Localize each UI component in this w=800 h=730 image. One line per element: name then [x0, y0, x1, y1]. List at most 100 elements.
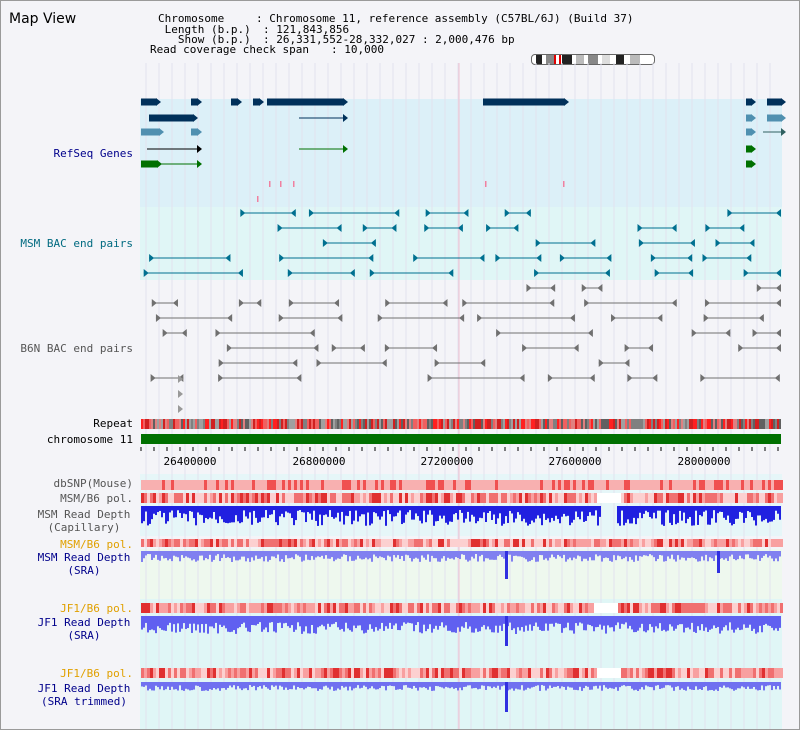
polymorphism-cell: [549, 668, 552, 678]
polymorphism-cell: [597, 493, 600, 503]
polymorphism-cell: [270, 668, 273, 678]
read-depth-bar: [279, 506, 281, 517]
repeat-segment: [765, 419, 767, 429]
read-depth-bar: [577, 616, 579, 626]
polymorphism-cell: [588, 603, 591, 613]
read-depth-bar: [503, 551, 505, 559]
bac-end-marker: [725, 329, 731, 337]
read-depth-bar: [559, 551, 561, 557]
bac-end-marker: [181, 329, 187, 337]
read-depth-bar: [445, 682, 447, 687]
read-depth-bar: [561, 506, 563, 517]
read-depth-bar: [183, 506, 185, 514]
polymorphism-cell: [714, 493, 717, 503]
polymorphism-cell: [585, 668, 588, 678]
repeat-segment: [453, 419, 455, 429]
read-depth-bar: [517, 506, 519, 513]
read-depth-bar: [547, 616, 549, 631]
read-depth-bar: [163, 616, 165, 631]
read-depth-bar: [641, 551, 643, 557]
read-depth-bar: [391, 551, 393, 562]
polymorphism-cell: [279, 493, 282, 503]
repeat-segment: [241, 419, 243, 429]
polymorphism-cell: [531, 539, 534, 547]
repeat-segment: [169, 419, 171, 429]
read-depth-bar: [461, 551, 463, 555]
polymorphism-cell: [294, 603, 297, 613]
bac-end-marker: [479, 254, 485, 262]
read-depth-bar: [329, 616, 331, 627]
read-depth-bar: [779, 551, 781, 557]
polymorphism-cell: [198, 668, 201, 678]
polymorphism-cell: [312, 539, 315, 547]
polymorphism-cell: [225, 493, 228, 503]
polymorphism-cell: [396, 539, 399, 547]
read-depth-bar: [227, 616, 229, 632]
polymorphism-cell: [324, 480, 327, 490]
read-depth-bar: [615, 551, 617, 561]
polymorphism-cell: [339, 493, 342, 503]
bac-end-marker: [689, 239, 695, 247]
coverage-value: : 10,000: [331, 43, 384, 56]
read-depth-bar: [437, 682, 439, 687]
read-depth-bar: [161, 616, 163, 630]
read-depth-bar: [219, 506, 221, 517]
polymorphism-cell: [327, 480, 330, 490]
bac-end-marker: [749, 239, 755, 247]
polymorphism-cell: [273, 668, 276, 678]
read-depth-bar: [355, 616, 357, 629]
polymorphism-cell: [216, 539, 219, 547]
read-depth-bar: [659, 506, 661, 511]
polymorphism-cell: [720, 493, 723, 503]
read-depth-bar: [475, 506, 477, 524]
polymorphism-cell: [180, 668, 183, 678]
polymorphism-cell: [768, 493, 771, 503]
read-depth-bar: [511, 551, 513, 562]
read-depth-bar: [197, 551, 199, 561]
read-depth-bar: [479, 682, 481, 689]
read-depth-bar: [535, 551, 537, 562]
polymorphism-cell: [402, 668, 405, 678]
polymorphism-cell: [288, 480, 291, 490]
polymorphism-cell: [279, 603, 282, 613]
read-depth-bar: [435, 551, 437, 559]
polymorphism-cell: [396, 480, 399, 490]
read-depth-bar: [735, 551, 737, 561]
read-depth-bar: [243, 506, 245, 511]
read-depth-bar: [199, 551, 201, 556]
read-depth-bar: [283, 506, 285, 518]
polymorphism-cell: [459, 668, 462, 678]
bac-end-marker: [581, 284, 587, 292]
polymorphism-cell: [483, 480, 486, 490]
polymorphism-cell: [642, 493, 645, 503]
read-depth-bar: [757, 616, 759, 633]
polymorphism-cell: [564, 668, 567, 678]
read-depth-bar: [281, 506, 283, 514]
read-depth-bar: [399, 616, 401, 631]
read-depth-bar: [571, 551, 573, 561]
polymorphism-cell: [270, 603, 273, 613]
read-depth-bar: [451, 682, 453, 688]
polymorphism-cell: [561, 480, 564, 490]
polymorphism-cell: [723, 480, 726, 490]
polymorphism-cell: [177, 603, 180, 613]
polymorphism-cell: [357, 480, 360, 490]
chromosome-ideogram[interactable]: [531, 54, 655, 65]
read-depth-bar: [189, 506, 191, 512]
read-depth-bar: [211, 616, 213, 627]
polymorphism-cell: [273, 493, 276, 503]
repeat-segment: [673, 419, 675, 429]
read-depth-bar: [287, 551, 289, 559]
repeat-segment: [161, 419, 163, 429]
read-depth-bar: [711, 551, 713, 559]
repeat-segment: [701, 419, 703, 429]
polymorphism-cell: [645, 668, 648, 678]
polymorphism-cell: [753, 480, 756, 490]
polymorphism-cell: [510, 668, 513, 678]
read-depth-bar: [769, 616, 771, 627]
polymorphism-cell: [318, 603, 321, 613]
read-depth-bar: [623, 551, 625, 559]
polymorphism-cell: [570, 668, 573, 678]
read-depth-bar: [769, 506, 771, 522]
